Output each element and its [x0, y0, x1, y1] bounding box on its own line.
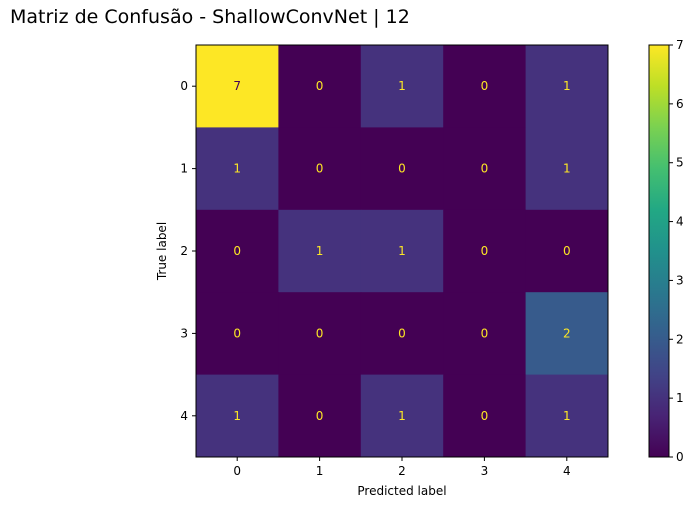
cell-value-label: 1: [398, 244, 406, 258]
cell-value-label: 1: [563, 409, 571, 423]
heatmap-cell: [525, 45, 609, 128]
colorbar-tick-label: 7: [676, 38, 684, 52]
colorbar-tick-label: 3: [676, 273, 684, 287]
heatmap-cell: [360, 209, 444, 293]
heatmap-cell: [196, 209, 279, 293]
x-axis-label: Predicted label: [357, 484, 446, 498]
chart-title: Matriz de Confusão - ShallowConvNet | 12: [10, 6, 410, 28]
x-tick-label: 2: [398, 464, 406, 478]
cell-value-labels: 7 0 1 0 1 1 0 0 0 1 0 1 1 0 0 0 0 0 0 2 1 0 1 0 1: [233, 79, 570, 423]
y-tick-label: 3: [180, 326, 188, 340]
heatmap-cell: [278, 209, 362, 293]
heatmap-cell: [278, 127, 362, 211]
cell-value-label: 0: [316, 162, 324, 176]
cell-value-label: 1: [563, 79, 571, 93]
cell-value-label: 2: [563, 326, 571, 340]
cell-value-label: 0: [481, 326, 489, 340]
cell-value-label: 0: [233, 244, 241, 258]
cell-value-label: 0: [398, 326, 406, 340]
heatmap-cell: [196, 127, 279, 211]
cell-value-label: 0: [481, 244, 489, 258]
cell-value-label: 1: [563, 162, 571, 176]
colorbar-tick-label: 1: [676, 391, 684, 405]
cell-value-label: 0: [481, 162, 489, 176]
cell-value-label: 0: [481, 409, 489, 423]
cell-value-label: 0: [233, 326, 241, 340]
cell-value-label: 1: [233, 409, 241, 423]
cell-value-label: 1: [233, 162, 241, 176]
colorbar-tick-label: 6: [676, 97, 684, 111]
heatmap-cell: [360, 374, 444, 458]
heatmap-cell: [196, 374, 279, 458]
colorbar-tick-label: 4: [676, 215, 684, 229]
heatmap-cell: [278, 292, 362, 376]
cell-value-label: 0: [398, 162, 406, 176]
heatmap-cell: [443, 374, 527, 458]
heatmap-cell: [443, 209, 527, 293]
heatmap-cell: [525, 127, 609, 211]
y-axis-label: True label: [155, 222, 169, 281]
cell-value-label: 0: [316, 326, 324, 340]
heatmap-cell: [196, 292, 279, 376]
heatmap-cell: [443, 45, 527, 128]
y-tick-label: 1: [180, 162, 188, 176]
heatmap-cell: [525, 292, 609, 376]
heatmap-cell: [360, 127, 444, 211]
cell-value-label: 0: [481, 79, 489, 93]
cell-value-label: 0: [563, 244, 571, 258]
y-axis-ticks: 0 1 2 3 4: [180, 79, 196, 423]
cell-value-label: 1: [398, 79, 406, 93]
colorbar-ticks: 0 1 2 3 4 5 6 7: [669, 38, 684, 464]
colorbar: [648, 44, 670, 458]
x-tick-label: 3: [481, 464, 489, 478]
colorbar-tick-label: 5: [676, 156, 684, 170]
y-tick-label: 2: [180, 244, 188, 258]
heatmap-cell: [278, 45, 362, 128]
heatmap-cell: [278, 374, 362, 458]
colorbar-tick-label: 2: [676, 332, 684, 346]
cell-value-label: 1: [398, 409, 406, 423]
cell-value-label: 0: [316, 79, 324, 93]
heatmap-cells: [196, 45, 609, 458]
colorbar-tick-label: 0: [676, 450, 684, 464]
y-tick-label: 0: [180, 79, 188, 93]
cell-value-label: 0: [316, 409, 324, 423]
x-tick-label: 0: [233, 464, 241, 478]
heatmap-cell: [360, 45, 444, 128]
cell-value-label: 1: [316, 244, 324, 258]
cell-value-label: 7: [233, 79, 241, 93]
x-axis-ticks: 0 1 2 3 4: [233, 457, 571, 478]
heatmap-cell: [360, 292, 444, 376]
heatmap-cell: [443, 292, 527, 376]
x-tick-label: 1: [316, 464, 324, 478]
y-tick-label: 4: [180, 409, 188, 423]
heatmap-cell: [196, 45, 279, 128]
heatmap-cell: [443, 127, 527, 211]
heatmap-cell: [525, 209, 609, 293]
x-tick-label: 4: [563, 464, 571, 478]
heatmap-cell: [525, 374, 609, 458]
